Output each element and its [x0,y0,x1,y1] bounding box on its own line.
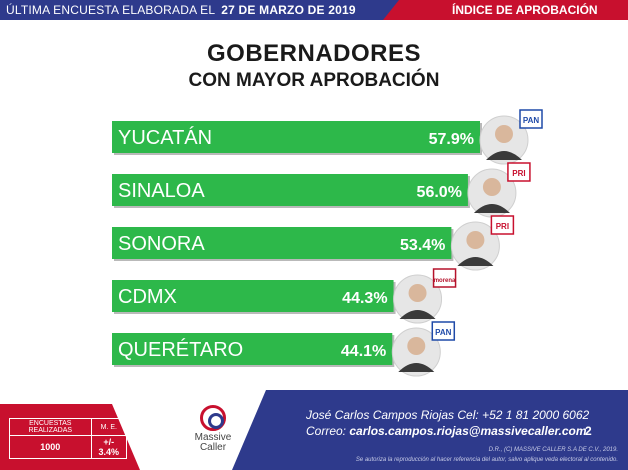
party-logo-icon [432,268,457,288]
footer-blue-band [232,390,628,470]
bar-4 [112,333,393,365]
portrait-face-icon [495,125,513,143]
logo-name: Massive Caller [194,432,232,453]
bar-category-label: SINALOA [118,180,205,202]
party-logo-text: morena [434,278,456,284]
portrait-body-icon [486,151,522,160]
contact-line: José Carlos Campos Riojas Cel: +52 1 81 … [306,408,590,422]
portrait-face-icon [466,231,485,249]
bar-2 [112,227,452,259]
bar-value-label: 57.9% [429,131,474,148]
legal-copyright: D.R., (C) MASSIVE CALLER S.A DE C.V., 20… [488,447,618,453]
top-header-bar: ÚLTIMA ENCUESTA ELABORADA EL 27 DE MARZO … [0,0,628,20]
survey-date: 27 DE MARZO DE 2019 [221,3,356,17]
me-value: +/- 3.4% [90,435,128,459]
legal-disclaimer: Se autoriza la reproducción al hacer ref… [355,457,618,463]
encuestas-value: 1000 [9,435,92,459]
approval-bar-chart: YUCATÁN 57.9% PAN SINALOA 56.0% PRI SONORA 53.4… [112,109,543,377]
logo-icon [200,405,226,431]
bar-category-label: YUCATÁN [118,126,212,149]
portrait-body-icon [457,257,494,266]
portrait-face-icon [408,284,427,302]
header-left-band [0,0,415,20]
party-logo-icon [490,215,515,235]
portrait-body-icon [398,363,435,372]
chart-title: GOBERNADORES [206,40,422,67]
portrait-body-icon [399,310,436,319]
massive-caller-logo: Massive Caller [190,405,236,453]
bar-value-label: 53.4% [400,237,445,254]
portrait-face-icon [407,337,426,355]
chart-subtitle: CON MAYOR APROBACIÓN [188,70,440,91]
party-logo-text: PRI [512,169,525,178]
bar-value-label: 44.3% [342,290,387,307]
survey-stats-table: ENCUESTAS REALIZADAS M. E. 1000 +/- 3.4% [9,418,128,459]
email-line: Correo: carlos.campos.riojas@massivecall… [306,424,587,438]
email-label: Correo: [306,424,347,438]
bar-category-label: CDMX [118,286,177,308]
page-number: 2 [585,424,592,438]
bar-0 [112,121,480,153]
survey-date-label: ÚLTIMA ENCUESTA ELABORADA EL [6,3,216,17]
approval-index-label: ÍNDICE DE APROBACIÓN [452,3,598,17]
party-logo-text: PAN [435,328,452,337]
party-logo-icon [431,321,456,341]
party-logo-icon [507,162,531,182]
party-logo-text: PAN [523,116,540,125]
bar-1 [112,174,468,206]
portrait-body-icon [473,204,510,213]
bar-value-label: 44.1% [341,343,386,360]
me-label: M. E. [90,418,128,436]
header-right-band [383,0,628,20]
survey-date-text: ÚLTIMA ENCUESTA ELABORADA EL 27 DE MARZO … [6,3,356,17]
portrait-face-icon [482,178,501,196]
bar-3 [112,280,394,312]
bar-category-label: SONORA [118,233,205,255]
encuestas-label: ENCUESTAS REALIZADAS [9,418,92,436]
party-logo-icon [519,109,543,129]
party-logo-text: PRI [496,222,509,231]
bar-category-label: QUERÉTARO [118,338,243,361]
email-link[interactable]: carlos.campos.riojas@massivecaller.com [349,424,587,438]
bar-value-label: 56.0% [417,184,462,201]
